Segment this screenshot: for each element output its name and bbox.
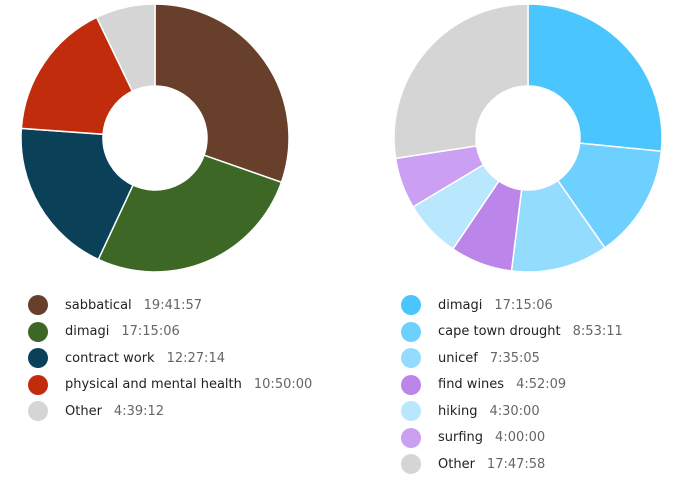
legend-item-left-contract-work[interactable]: contract work 12:27:14 bbox=[28, 345, 312, 372]
legend-duration: 4:30:00 bbox=[489, 403, 540, 419]
legend-swatch bbox=[401, 374, 421, 395]
legend-duration: 19:41:57 bbox=[143, 297, 203, 313]
legend-item-right-cape-town-drought[interactable]: cape town drought 8:53:11 bbox=[401, 319, 623, 346]
legend-swatch bbox=[28, 374, 48, 395]
slice-right-dimagi[interactable] bbox=[527, 3, 663, 153]
legend-swatch bbox=[401, 348, 421, 369]
legend-label: dimagi bbox=[65, 324, 110, 340]
legend-label: unicef bbox=[438, 350, 478, 366]
legend-item-right-other[interactable]: Other 17:47:58 bbox=[401, 451, 623, 478]
legend-swatch bbox=[28, 321, 48, 342]
legend-label: surfing bbox=[438, 430, 484, 446]
legend-item-left-dimagi[interactable]: dimagi 17:15:06 bbox=[28, 319, 312, 346]
legend-item-left-sabbatical[interactable]: sabbatical 19:41:57 bbox=[28, 292, 312, 319]
legend-duration: 4:00:00 bbox=[495, 430, 546, 446]
legend-left: sabbatical 19:41:57 dimagi 17:15:06 contract… bbox=[28, 292, 312, 425]
legend-label: dimagi bbox=[438, 297, 483, 313]
legend-duration: 8:53:11 bbox=[572, 324, 623, 340]
legend-label: contract work bbox=[65, 350, 155, 366]
legend-item-right-unicef[interactable]: unicef 7:35:05 bbox=[401, 345, 623, 372]
legend-right: dimagi 17:15:06 cape town drought 8:53:11 un… bbox=[401, 292, 623, 478]
legend-duration: 4:52:09 bbox=[516, 377, 567, 393]
legend-label: cape town drought bbox=[438, 324, 561, 340]
legend-duration: 12:27:14 bbox=[166, 350, 225, 366]
legend-swatch bbox=[401, 427, 421, 448]
legend-swatch bbox=[28, 401, 48, 422]
legend-swatch bbox=[28, 295, 48, 316]
legend-item-right-hiking[interactable]: hiking 4:30:00 bbox=[401, 398, 623, 425]
legend-swatch bbox=[401, 454, 421, 475]
legend-item-left-other[interactable]: Other 4:39:12 bbox=[28, 398, 312, 425]
legend-label: sabbatical bbox=[65, 297, 132, 313]
legend-item-right-dimagi[interactable]: dimagi 17:15:06 bbox=[401, 292, 623, 319]
legend-swatch bbox=[401, 401, 421, 422]
donut-chart-right bbox=[393, 3, 663, 273]
legend-swatch bbox=[401, 321, 421, 342]
legend-label: Other bbox=[438, 456, 475, 472]
slice-right-other[interactable] bbox=[393, 3, 529, 160]
legend-item-left-physical-and-mental-health[interactable]: physical and mental health 10:50:00 bbox=[28, 372, 312, 399]
legend-label: hiking bbox=[438, 403, 478, 419]
slice-left-other[interactable] bbox=[95, 3, 156, 93]
legend-duration: 17:15:06 bbox=[121, 324, 180, 340]
slice-left-sabbatical[interactable] bbox=[154, 3, 290, 184]
legend-label: Other bbox=[65, 403, 102, 419]
legend-duration: 17:47:58 bbox=[486, 456, 546, 472]
legend-duration: 4:39:12 bbox=[113, 403, 165, 419]
donut-chart-left bbox=[20, 3, 290, 273]
legend-item-right-find-wines[interactable]: find wines 4:52:09 bbox=[401, 372, 623, 399]
slice-left-physical-and-mental-health[interactable] bbox=[20, 16, 134, 136]
slice-left-contract-work[interactable] bbox=[20, 127, 135, 261]
legend-label: find wines bbox=[438, 377, 505, 393]
legend-item-right-surfing[interactable]: surfing 4:00:00 bbox=[401, 425, 623, 452]
legend-duration: 17:15:06 bbox=[494, 297, 553, 313]
legend-duration: 7:35:05 bbox=[489, 350, 540, 366]
legend-swatch bbox=[28, 348, 48, 369]
legend-swatch bbox=[401, 295, 421, 316]
legend-label: physical and mental health bbox=[65, 377, 242, 393]
legend-duration: 10:50:00 bbox=[253, 377, 313, 393]
slice-left-dimagi[interactable] bbox=[97, 154, 283, 273]
